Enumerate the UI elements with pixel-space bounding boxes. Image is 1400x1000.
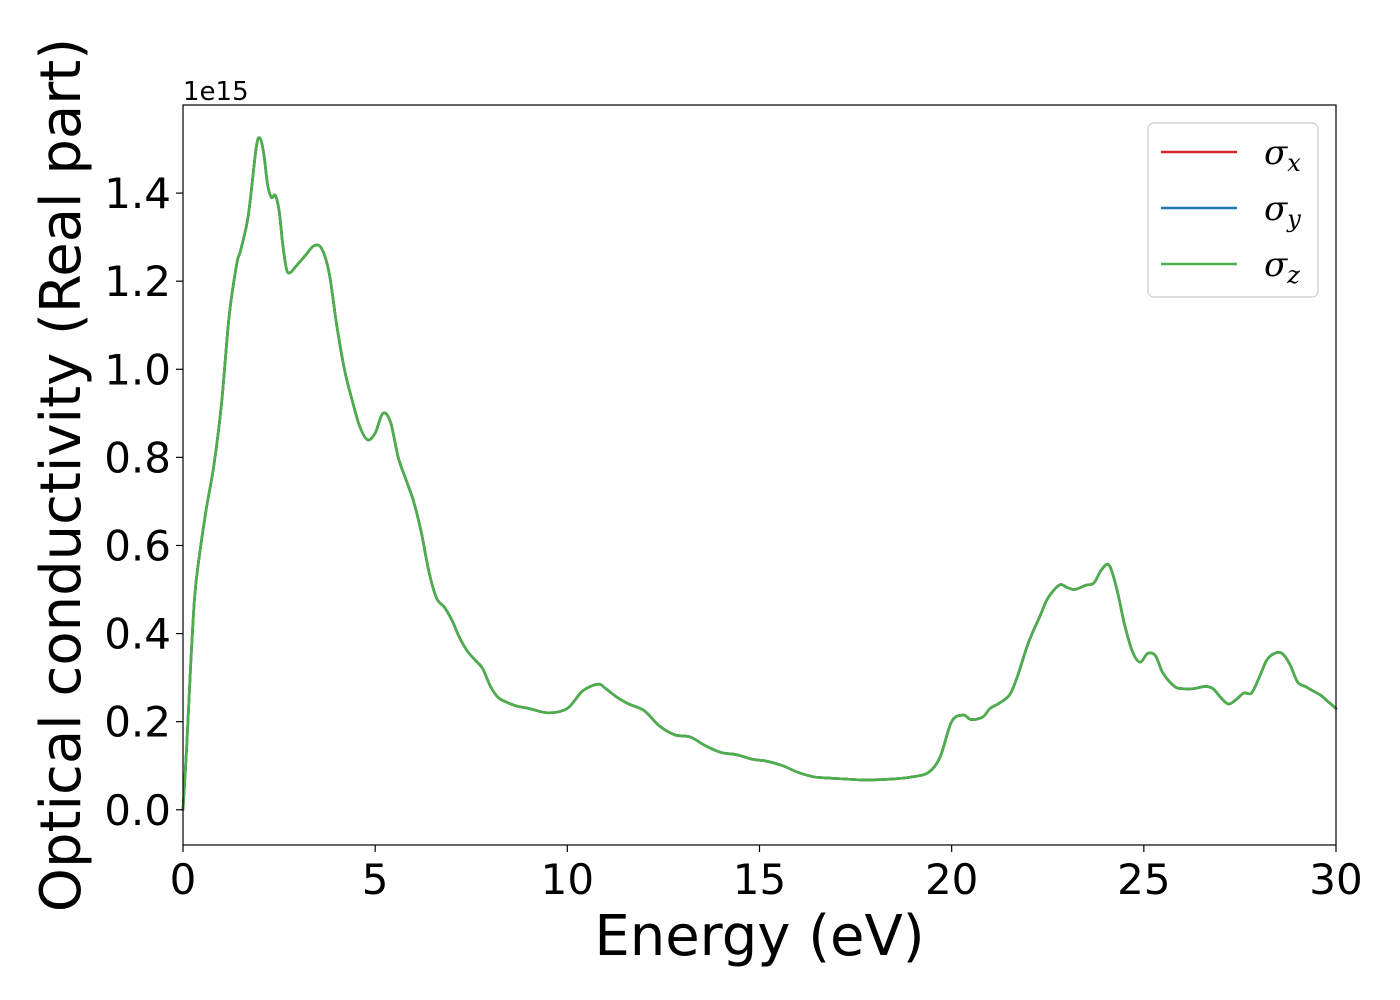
y-tick-label: 0.0 <box>104 786 171 835</box>
legend: σx σy σz <box>1147 122 1319 298</box>
legend-label-y: σy <box>1264 189 1301 233</box>
y-tick-label: 0.6 <box>104 521 171 570</box>
y-tick-label: 1.0 <box>104 345 171 394</box>
y-axis-label: Optical conductivity (Real part) <box>29 38 94 912</box>
legend-label-z: σz <box>1264 245 1300 289</box>
plot-lines <box>181 136 1338 812</box>
x-tick-label: 5 <box>362 855 389 904</box>
series-line-z <box>181 136 1338 812</box>
y-axis-ticks: 0.0 0.2 0.4 0.6 0.8 1.0 1.2 1.4 <box>104 169 183 835</box>
y-tick-label: 0.8 <box>104 433 171 482</box>
legend-box <box>1147 122 1319 298</box>
x-tick-label: 30 <box>1309 855 1362 904</box>
x-axis-ticks: 0 5 10 15 20 25 30 <box>170 845 1363 904</box>
x-axis-label: Energy (eV) <box>594 904 924 969</box>
x-tick-label: 15 <box>733 855 786 904</box>
x-tick-label: 10 <box>541 855 594 904</box>
x-tick-label: 25 <box>1117 855 1170 904</box>
x-tick-label: 20 <box>925 855 978 904</box>
y-tick-label: 0.2 <box>104 698 171 747</box>
y-tick-label: 1.2 <box>104 257 171 306</box>
y-offset-label: 1e15 <box>183 77 249 107</box>
legend-label-x: σx <box>1264 133 1301 177</box>
x-tick-label: 0 <box>170 855 197 904</box>
y-tick-label: 1.4 <box>104 169 171 218</box>
y-tick-label: 0.4 <box>104 610 171 659</box>
